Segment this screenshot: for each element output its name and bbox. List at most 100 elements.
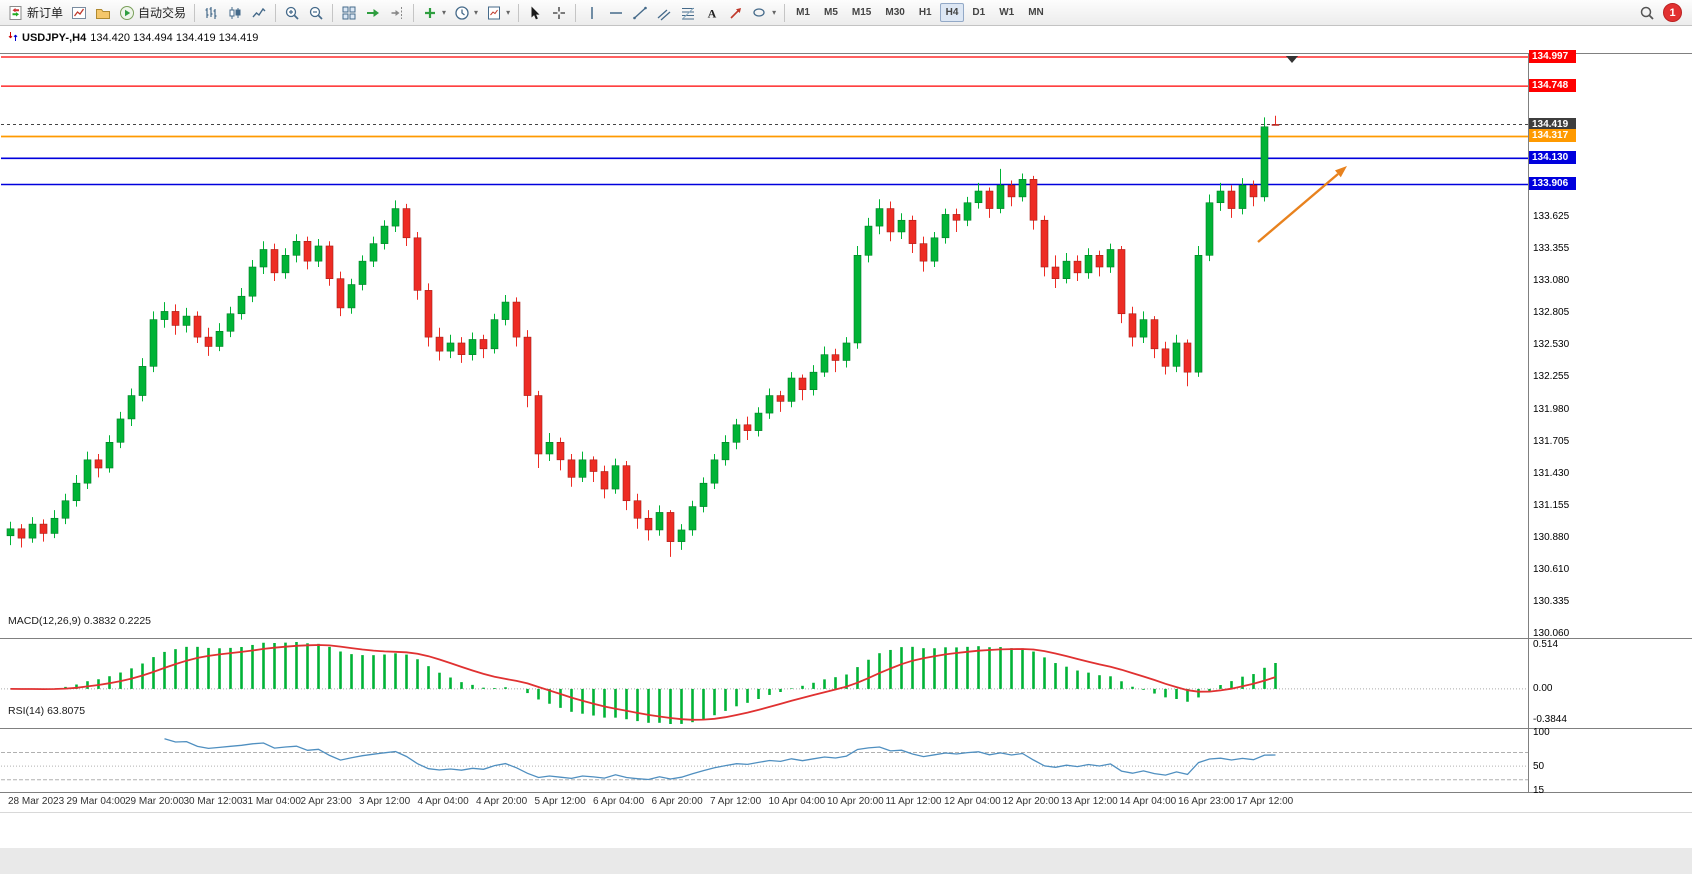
svg-text:A: A xyxy=(708,6,717,20)
chart-overlay: 133.625 133.355 133.080 132.805 132.530 132.2… xyxy=(0,26,1692,874)
price-badge: 134.748 xyxy=(1529,79,1576,93)
horizontal-line-icon xyxy=(608,5,624,21)
search-button[interactable] xyxy=(1635,2,1659,24)
candle xyxy=(743,424,752,431)
auto-scroll-button[interactable] xyxy=(361,2,385,24)
candle xyxy=(446,342,455,352)
new-order-button[interactable]: 新订单 xyxy=(4,2,67,24)
notifications-button[interactable]: 1 xyxy=(1663,3,1682,22)
candle xyxy=(1249,184,1258,198)
timeframe-m15-button[interactable]: M15 xyxy=(851,7,872,18)
candle xyxy=(1084,255,1093,274)
candle xyxy=(61,500,70,519)
candle xyxy=(655,512,664,531)
candle xyxy=(435,336,444,352)
candle xyxy=(1260,126,1269,198)
price-chart-canvas[interactable] xyxy=(0,26,1692,874)
chart-shift-button[interactable] xyxy=(385,2,409,24)
candle xyxy=(556,441,565,461)
trendline-button[interactable] xyxy=(628,2,652,24)
rsi-axis-label: 50 xyxy=(1533,761,1545,773)
crosshair-button[interactable] xyxy=(547,2,571,24)
candle xyxy=(633,500,642,519)
candle xyxy=(402,208,411,239)
vertical-line-button[interactable] xyxy=(580,2,604,24)
candle xyxy=(468,339,477,355)
arrow-label-button[interactable] xyxy=(724,2,748,24)
timeframe-d1-button[interactable]: D1 xyxy=(972,7,986,18)
crosshair-icon xyxy=(551,5,567,21)
toolbar-separator xyxy=(275,3,277,22)
timeframe-m1-button[interactable]: M1 xyxy=(796,7,810,18)
candle xyxy=(1172,342,1181,367)
candle xyxy=(996,184,1005,209)
candle xyxy=(149,319,158,367)
candle xyxy=(1128,313,1137,338)
macd-axis-label: 0.00 xyxy=(1533,682,1553,694)
price-axis-label: 130.060 xyxy=(1533,627,1570,639)
toolbar-separator xyxy=(784,3,786,22)
profiles-button[interactable] xyxy=(91,2,115,24)
chart-window[interactable]: 133.625 133.355 133.080 132.805 132.530 132.2… xyxy=(0,26,1692,848)
candle xyxy=(1183,342,1192,373)
price-axis-label: 131.155 xyxy=(1533,499,1570,511)
candle xyxy=(248,266,257,297)
price-axis-label: 130.610 xyxy=(1533,563,1570,575)
cursor-icon xyxy=(527,5,543,21)
candle xyxy=(963,202,972,221)
candle xyxy=(1194,255,1203,373)
candle xyxy=(138,366,147,396)
timeframe-h1-button[interactable]: H1 xyxy=(918,7,932,18)
charts-new-icon xyxy=(71,5,87,21)
macd-signal-line xyxy=(10,644,1276,721)
candle xyxy=(1271,124,1280,126)
price-axis-label: 132.530 xyxy=(1533,339,1570,351)
candle xyxy=(1216,190,1225,204)
price-axis-label: 131.980 xyxy=(1533,403,1570,415)
indicators-button[interactable]: ▾ xyxy=(418,2,450,24)
chart-title: USDJPY-,H4 134.420 134.494 134.419 134.4… xyxy=(8,31,258,45)
candle xyxy=(204,336,213,347)
candle xyxy=(622,465,631,502)
templates-button[interactable]: ▾ xyxy=(482,2,514,24)
charts-new-button[interactable] xyxy=(67,2,91,24)
price-axis-label: 132.255 xyxy=(1533,371,1570,383)
horizontal-line-button[interactable] xyxy=(604,2,628,24)
periods-icon xyxy=(454,5,470,21)
zoom-out-button[interactable] xyxy=(304,2,328,24)
candle xyxy=(1029,179,1038,221)
equidistant-channel-button[interactable] xyxy=(652,2,676,24)
rsi-line xyxy=(164,738,1276,781)
timeframe-h4-button[interactable]: H4 xyxy=(939,3,965,22)
vertical-line-icon xyxy=(584,5,600,21)
candle xyxy=(732,424,741,443)
periods-button[interactable]: ▾ xyxy=(450,2,482,24)
candle xyxy=(17,528,26,539)
candlestick-chart-button[interactable] xyxy=(223,2,247,24)
arrow-annotation[interactable] xyxy=(1257,173,1339,243)
text-button[interactable]: A xyxy=(700,2,724,24)
arrow-label-icon xyxy=(728,5,744,21)
time-axis-label: 14 Apr 04:00 xyxy=(1119,796,1177,807)
tile-windows-button[interactable] xyxy=(337,2,361,24)
shapes-button[interactable]: ▾ xyxy=(748,2,780,24)
candle xyxy=(1161,348,1170,367)
candle xyxy=(864,225,873,256)
toolbar-separator xyxy=(575,3,577,22)
time-axis-label: 29 Mar 04:00 xyxy=(66,796,126,807)
candle xyxy=(809,371,818,391)
fibonacci-button[interactable] xyxy=(676,2,700,24)
timeframe-m30-button[interactable]: M30 xyxy=(885,7,905,18)
timeframe-w1-button[interactable]: W1 xyxy=(999,7,1015,18)
line-chart-button[interactable] xyxy=(247,2,271,24)
bar-chart-button[interactable] xyxy=(199,2,223,24)
timeframe-mn-button[interactable]: MN xyxy=(1028,7,1044,18)
candle xyxy=(688,506,697,531)
zoom-in-button[interactable] xyxy=(280,2,304,24)
candle xyxy=(50,517,59,534)
fibonacci-icon xyxy=(680,5,696,21)
price-axis-label: 131.430 xyxy=(1533,467,1570,479)
cursor-button[interactable] xyxy=(523,2,547,24)
timeframe-m5-button[interactable]: M5 xyxy=(824,7,838,18)
autotrading-button[interactable]: 自动交易 xyxy=(115,2,190,24)
